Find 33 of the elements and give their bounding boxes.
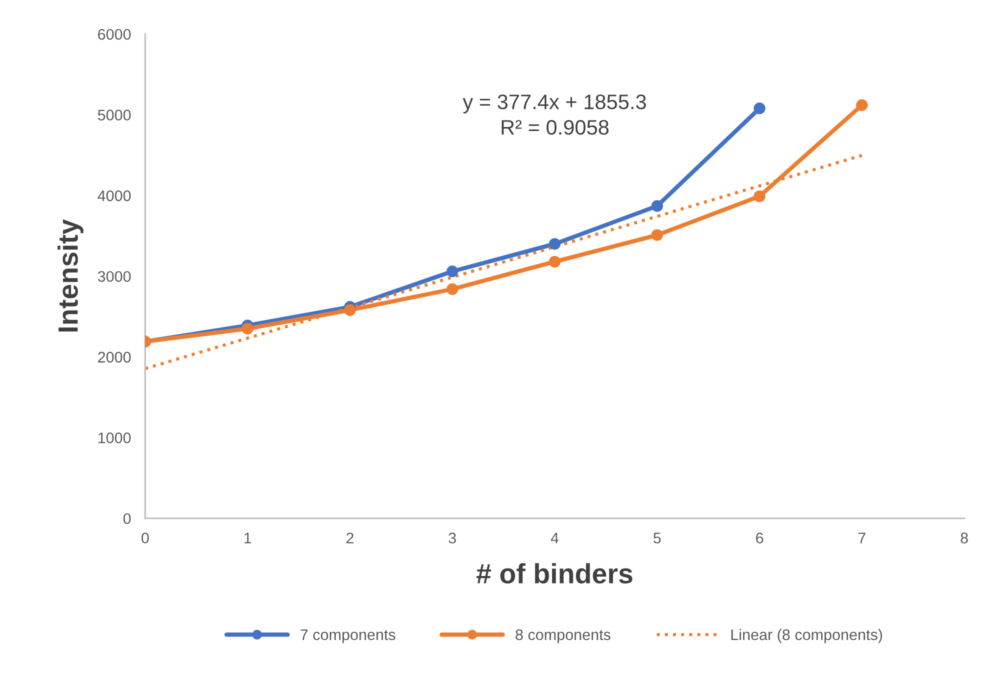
- x-tick-label: 5: [654, 532, 661, 544]
- y-tick-label: 4000: [98, 190, 131, 202]
- x-tick-label: 3: [448, 532, 456, 544]
- annotation: y = 377.4x + 1855.3 R² = 0.9058: [462, 94, 646, 135]
- x-tick-label: 2: [346, 532, 354, 544]
- point: [446, 283, 458, 295]
- y-tick-label: 2000: [98, 352, 131, 363]
- legend-label: 8 components: [516, 629, 610, 644]
- y-tick-label: 0: [123, 513, 131, 524]
- point: [548, 238, 561, 250]
- point: [651, 229, 663, 241]
- y-tick-label: 3000: [98, 271, 131, 282]
- point: [651, 200, 663, 212]
- x-tick-label: 6: [756, 532, 764, 544]
- point: [446, 266, 458, 278]
- point: [242, 322, 254, 335]
- legend-label: 7 components: [300, 629, 396, 644]
- point: [754, 102, 766, 114]
- y-tick-label: 6000: [98, 28, 131, 40]
- x-tick-label: 8: [960, 532, 968, 544]
- x-axis-title: # of binders: [476, 563, 632, 584]
- point: [754, 190, 766, 202]
- y-tick-label: 1000: [98, 432, 131, 444]
- y-axis-title: Intensity: [58, 219, 84, 332]
- legend-label: Linear (8 components): [731, 628, 882, 644]
- point: [548, 256, 561, 268]
- x-tick-label: 1: [244, 532, 252, 544]
- x-tick-label: 7: [858, 532, 866, 544]
- y-tick-label: 5000: [98, 110, 131, 120]
- point: [344, 304, 356, 316]
- point: [856, 99, 868, 111]
- x-tick-label: 4: [550, 532, 559, 544]
- x-tick-label: 0: [142, 532, 149, 544]
